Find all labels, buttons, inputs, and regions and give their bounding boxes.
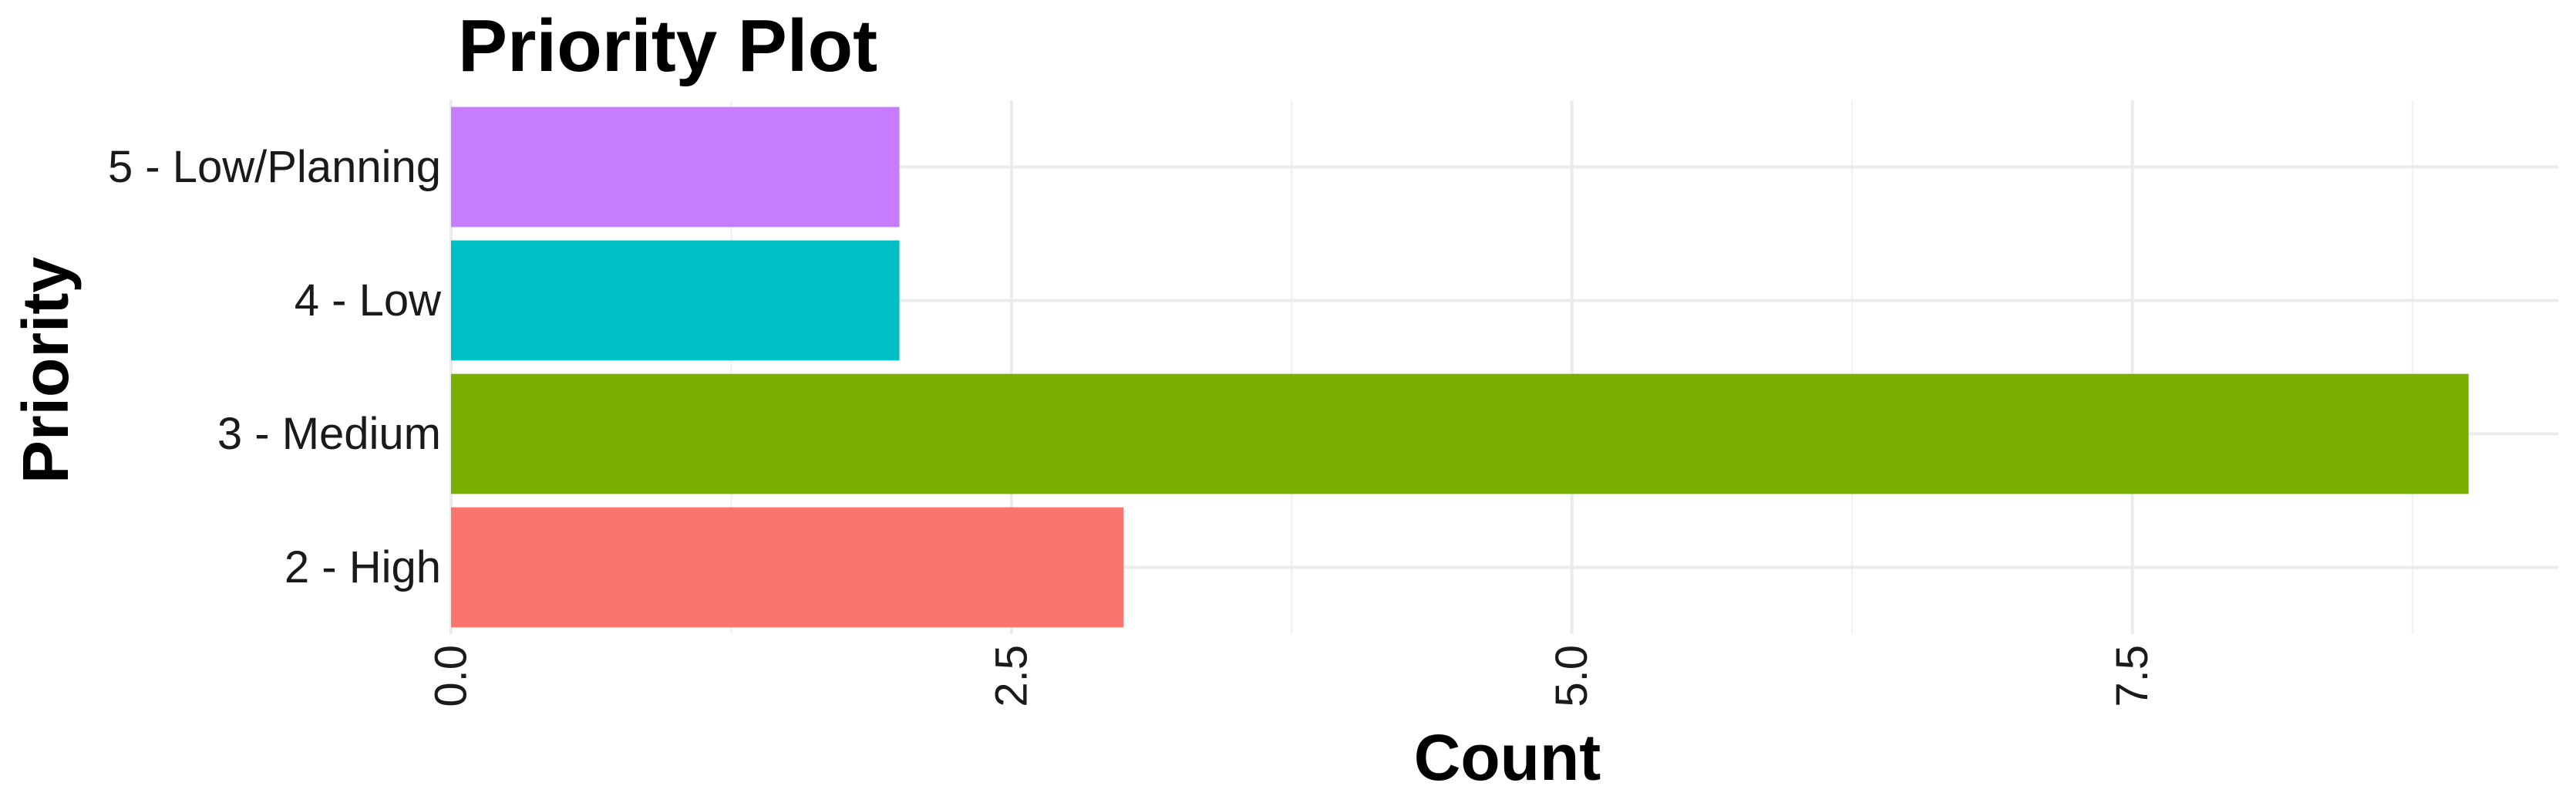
bar-3-medium [451, 373, 2469, 494]
y-tick-label: 2 - High [285, 542, 441, 592]
x-tick-label: 7.5 [2107, 645, 2157, 707]
x-tick-label: 2.5 [986, 645, 1036, 707]
y-tick-label: 4 - Low [295, 275, 442, 326]
y-axis-title: Priority [9, 257, 82, 484]
y-tick-labels: 2 - High 3 - Medium 4 - Low 5 - Low/Plannin… [108, 142, 442, 592]
x-tick-label: 5.0 [1547, 645, 1597, 707]
x-axis-title: Count [1414, 721, 1601, 794]
y-tick-label: 5 - Low/Planning [108, 142, 441, 192]
bars [451, 106, 2469, 628]
x-tick-labels: 0.0 2.5 5.0 7.5 [426, 645, 2158, 707]
y-tick-label: 3 - Medium [217, 409, 441, 459]
bar-2-high [451, 507, 1124, 628]
x-tick-label: 0.0 [426, 645, 476, 707]
bar-4-low [451, 240, 900, 361]
chart-title: Priority Plot [458, 5, 877, 87]
bar-5-low-planning [451, 106, 900, 228]
